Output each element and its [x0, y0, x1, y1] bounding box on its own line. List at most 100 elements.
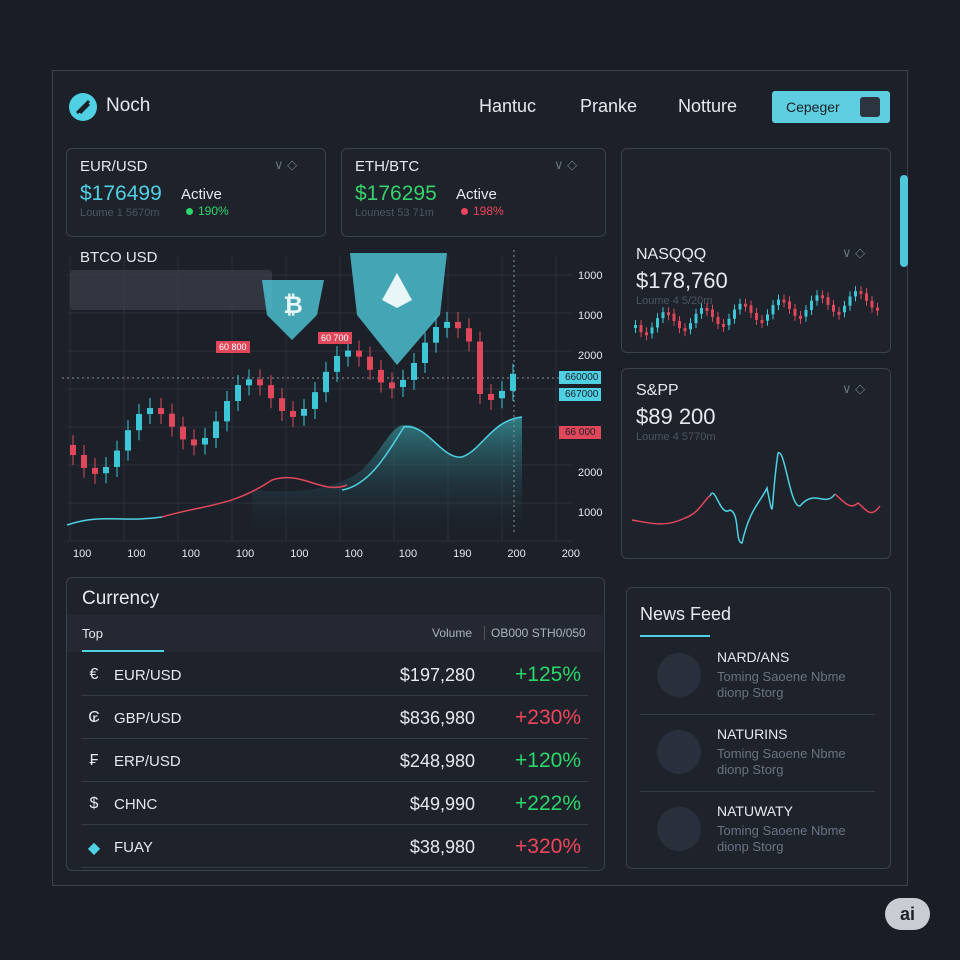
- candle-body: [389, 382, 395, 389]
- line-red: [161, 476, 348, 518]
- account-button[interactable]: Cepeger: [772, 91, 890, 123]
- ticker-change: 198%: [473, 204, 504, 218]
- row-icon: ₣: [89, 752, 99, 769]
- x-tick-label: 190: [453, 548, 472, 560]
- candle-body: [876, 307, 879, 311]
- status-dot: [186, 208, 193, 215]
- index-volume: Loume 4 5/20m: [636, 295, 713, 307]
- scrollbar[interactable]: [900, 175, 908, 267]
- candle-body: [815, 295, 819, 301]
- candle-body: [634, 325, 637, 328]
- nav-link[interactable]: Pranke: [580, 96, 638, 116]
- news-line: Toming Saoene Nbme: [717, 823, 846, 838]
- x-tick-label: 100: [398, 548, 418, 560]
- row-name: FUAY: [114, 839, 153, 856]
- line-teal: [66, 416, 523, 526]
- price-badge: 60 700: [318, 332, 352, 344]
- candle-body: [510, 373, 516, 391]
- row-change: +230%: [515, 706, 581, 729]
- x-tick-label: 200: [507, 548, 526, 560]
- x-tick-label: 100: [344, 548, 363, 560]
- ticker-volume: Loume 1 5670m: [80, 207, 160, 219]
- candle-body: [180, 426, 186, 440]
- column-header: Volume: [432, 626, 473, 640]
- candle-body: [202, 437, 208, 445]
- news-line: Toming Saoene Nbme: [717, 669, 846, 684]
- candle-body: [837, 311, 841, 315]
- candle-body: [694, 313, 698, 324]
- news-title: NATURINS: [717, 726, 788, 742]
- dropdown: ∨ ◇: [274, 157, 298, 172]
- tab-underline: [640, 635, 710, 637]
- candle-body: [650, 327, 654, 334]
- logo-icon: [69, 93, 97, 121]
- candle-body: [826, 297, 830, 305]
- x-tick-label: 100: [181, 548, 200, 560]
- index-title: S&PP: [636, 382, 679, 399]
- candle-body: [749, 305, 753, 313]
- ticker-card: [66, 148, 326, 237]
- candle-body: [433, 327, 439, 343]
- candle-body: [859, 291, 863, 295]
- candle-body: [848, 296, 852, 306]
- table-header: [67, 615, 603, 652]
- price-tag: 660000: [559, 371, 601, 384]
- news-line: dionp Storg: [717, 839, 784, 854]
- ticker-pair: ETH/BTC: [355, 158, 420, 175]
- tab[interactable]: Top: [82, 626, 103, 641]
- candle-body: [821, 295, 824, 299]
- candle-body: [672, 313, 676, 321]
- nav-link[interactable]: Notture: [678, 96, 738, 116]
- row-change: +125%: [515, 663, 581, 686]
- btc-icon: ₿: [283, 292, 303, 319]
- candle-body: [865, 293, 868, 301]
- candle-body: [136, 414, 142, 431]
- row-change: +320%: [515, 835, 581, 858]
- y-tick-label: 2000: [578, 350, 603, 362]
- y-tick-label: 1000: [578, 270, 603, 282]
- ticker-status: Active: [181, 186, 222, 203]
- table-row: [81, 696, 588, 739]
- candle-body: [367, 356, 373, 370]
- row-icon: $: [89, 795, 99, 812]
- candle-body: [400, 379, 406, 388]
- candle-body: [213, 421, 219, 438]
- button-label: Cepeger: [786, 99, 840, 115]
- area: [252, 417, 522, 540]
- ai-badge[interactable]: ai: [885, 898, 930, 930]
- logo: Noch: [106, 95, 151, 116]
- candle-body: [334, 356, 340, 372]
- candle-body: [158, 408, 164, 415]
- x-tick-label: 100: [73, 548, 92, 560]
- candle-body: [722, 324, 725, 328]
- sparkline: [634, 286, 879, 341]
- candle-body: [716, 316, 720, 325]
- candle-body: [683, 328, 687, 332]
- index-price: $178,760: [636, 268, 728, 293]
- y-tick-label: 1000: [578, 507, 603, 519]
- x-tick-label: 100: [290, 548, 309, 560]
- candle-body: [870, 300, 874, 308]
- dropdown: ∨ ◇: [842, 245, 866, 260]
- candle-body: [191, 439, 197, 446]
- nav-link[interactable]: Hantuc: [479, 96, 537, 116]
- candle-body: [81, 455, 87, 468]
- candle-body: [356, 350, 362, 357]
- panel-title: Currency: [82, 588, 160, 609]
- candle-body: [378, 369, 384, 383]
- row-name: EUR/USD: [114, 667, 182, 684]
- row-price: $248,980: [399, 751, 475, 771]
- candle-body: [257, 379, 263, 386]
- status-dot: [461, 208, 468, 215]
- index-title: NASQQQ: [636, 246, 707, 263]
- candle-body: [760, 319, 764, 323]
- row-name: ERP/USD: [114, 753, 181, 770]
- candle-body: [799, 315, 802, 319]
- x-tick-label: 100: [235, 548, 255, 560]
- candle-body: [727, 318, 731, 326]
- candle-body: [843, 305, 846, 313]
- candle-body: [92, 467, 98, 474]
- candle-body: [804, 310, 808, 317]
- ticker-volume: Lounest 53 71m: [355, 207, 434, 219]
- divider: [640, 791, 875, 792]
